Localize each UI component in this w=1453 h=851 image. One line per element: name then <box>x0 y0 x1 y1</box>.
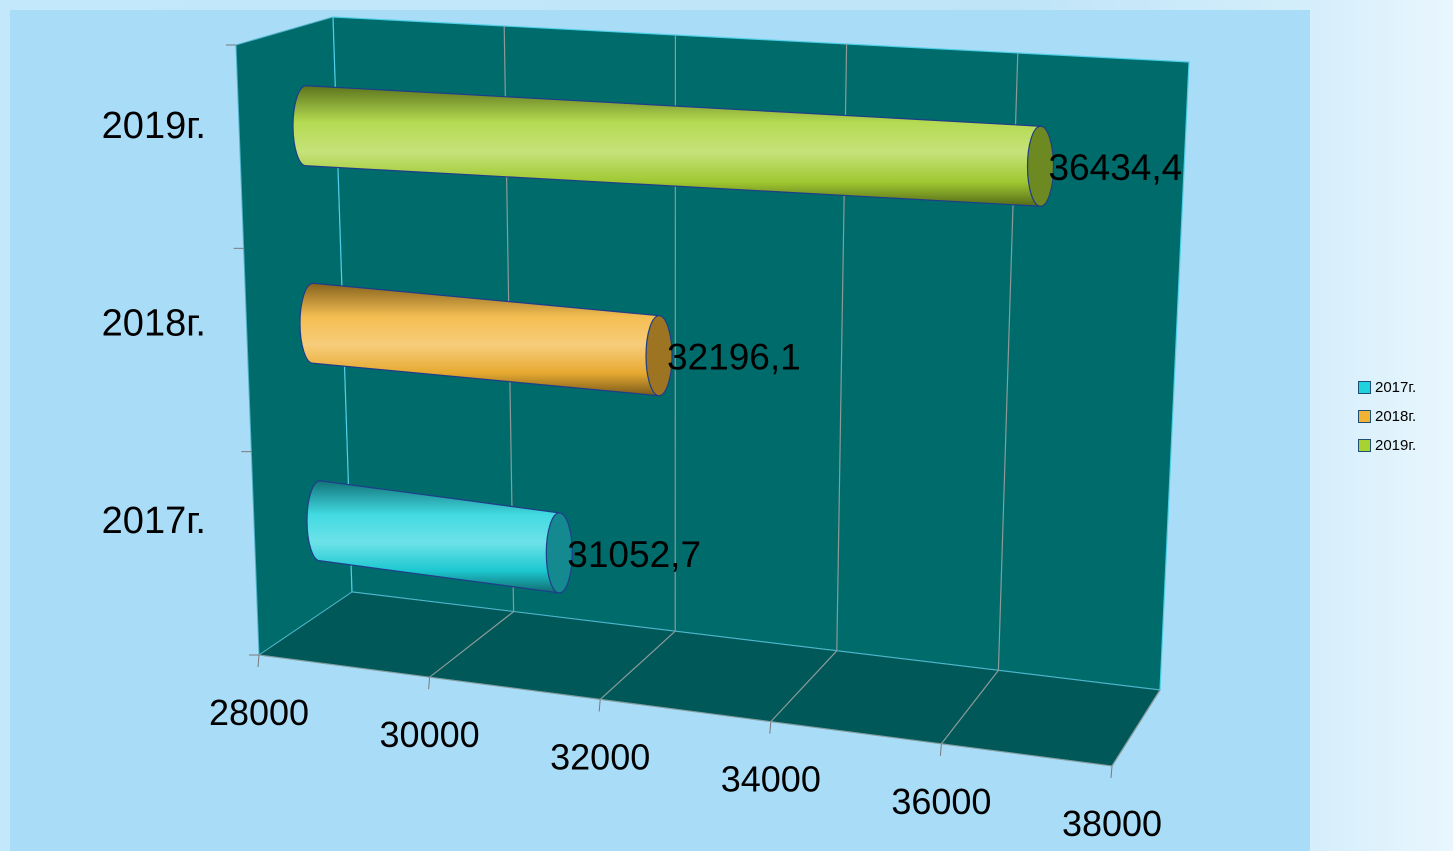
category-label: 2019г. <box>102 105 206 147</box>
x-tick-label: 30000 <box>380 714 480 755</box>
floor-gridline <box>940 670 999 745</box>
floor-gridline <box>770 650 838 723</box>
bar-2018г. <box>299 282 660 397</box>
x-tick-mark <box>257 654 260 668</box>
floor-gridline <box>599 630 676 700</box>
category-label: 2017г. <box>102 500 206 542</box>
x-tick-mark <box>428 677 431 690</box>
legend-swatch-2018 <box>1358 410 1371 423</box>
legend-label: 2017г. <box>1375 379 1417 396</box>
x-tick-label: 38000 <box>1062 803 1162 844</box>
category-label: 2018г. <box>102 302 206 344</box>
x-tick-mark <box>1110 765 1113 779</box>
data-label: 32196,1 <box>667 337 801 378</box>
legend-item: 2019г. <box>1358 431 1416 460</box>
bar-end-cap <box>645 315 673 397</box>
data-label: 31052,7 <box>567 534 701 575</box>
x-tick-mark <box>939 743 942 756</box>
bar-2017г. <box>306 480 560 594</box>
bar-end-cap <box>545 512 573 594</box>
legend-item: 2018г. <box>1358 402 1416 431</box>
x-tick-label: 28000 <box>209 692 309 733</box>
x-axis-line <box>258 654 1113 767</box>
floor-gridline <box>1111 689 1161 767</box>
legend-swatch-2017 <box>1358 381 1371 394</box>
x-tick-label: 34000 <box>721 759 821 800</box>
legend-label: 2018г. <box>1375 408 1417 425</box>
x-tick-mark <box>598 699 601 712</box>
x-tick-mark <box>769 721 772 734</box>
x-tick-label: 36000 <box>891 781 991 822</box>
data-label: 36434,4 <box>1048 147 1182 188</box>
legend-swatch-2019 <box>1358 439 1371 452</box>
legend-item: 2017г. <box>1358 373 1416 402</box>
bar-end-cap <box>1026 125 1055 207</box>
bar-2019г. <box>292 85 1042 207</box>
floor-gridline <box>429 611 514 678</box>
x-tick-label: 32000 <box>550 736 650 777</box>
chart-legend: 2017г. 2018г. 2019г. <box>1358 373 1416 460</box>
legend-label: 2019г. <box>1375 437 1417 454</box>
